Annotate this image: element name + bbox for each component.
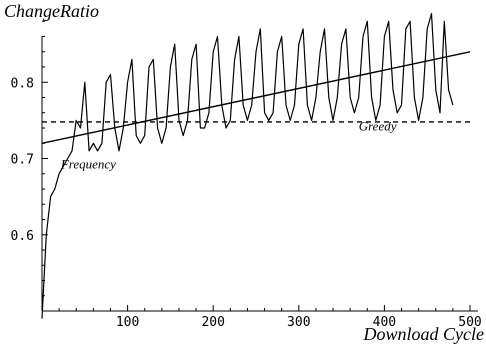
trend-line	[41, 51, 471, 144]
y-tick-label: 0.7	[11, 153, 34, 168]
x-tick-label: 400	[373, 315, 396, 330]
x-tick-label: 500	[458, 315, 481, 330]
y-tick-label: 0.6	[11, 229, 34, 244]
x-tick-label: 200	[201, 315, 224, 330]
y-tick-label: 0.8	[11, 76, 34, 91]
axes	[41, 36, 478, 312]
annotation-greedy: Greedy	[359, 118, 397, 133]
y-axis-label: ChangeRatio	[4, 1, 99, 21]
x-tick-label: 300	[287, 315, 310, 330]
x-tick-label: 100	[116, 315, 139, 330]
annotation-frequency: Frequency	[60, 156, 116, 171]
frequency-line	[41, 13, 454, 319]
annotations: Frequency Greedy	[60, 118, 397, 171]
series	[41, 13, 471, 319]
ticks: 0.6 0.7 0.8 100 200 300 400 500	[11, 20, 482, 330]
x-axis-label: Download Cycle	[363, 324, 484, 344]
